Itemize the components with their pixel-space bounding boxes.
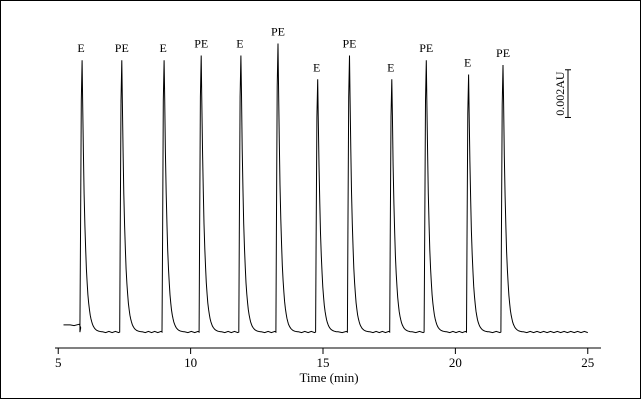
peak-label: PE — [496, 46, 510, 60]
peak-label: E — [464, 56, 471, 70]
peak-label: E — [159, 41, 166, 55]
x-axis-label: Time (min) — [299, 370, 358, 385]
scale-bar-label: 0.002AU — [553, 71, 567, 116]
peak-label: E — [387, 60, 394, 74]
peak-label: PE — [419, 41, 433, 55]
peak-labels: E PE E PE E PE E PE E PE E PE — [77, 25, 510, 75]
peak-label: PE — [271, 25, 285, 39]
peak-label: E — [313, 60, 320, 74]
scale-bar: 0.002AU — [553, 69, 571, 118]
x-axis: 5 10 15 20 25 — [55, 347, 601, 370]
peak-label: E — [236, 36, 243, 50]
x-tick-label: 10 — [184, 355, 197, 370]
peak-label: E — [77, 41, 84, 55]
x-tick-label: 20 — [449, 355, 462, 370]
peak-label: PE — [342, 36, 356, 50]
chromatogram-trace — [63, 43, 588, 334]
x-tick-label: 5 — [55, 355, 62, 370]
x-tick-label: 25 — [581, 355, 594, 370]
peak-label: PE — [115, 41, 129, 55]
x-tick-label: 15 — [317, 355, 330, 370]
peak-label: PE — [194, 36, 208, 50]
